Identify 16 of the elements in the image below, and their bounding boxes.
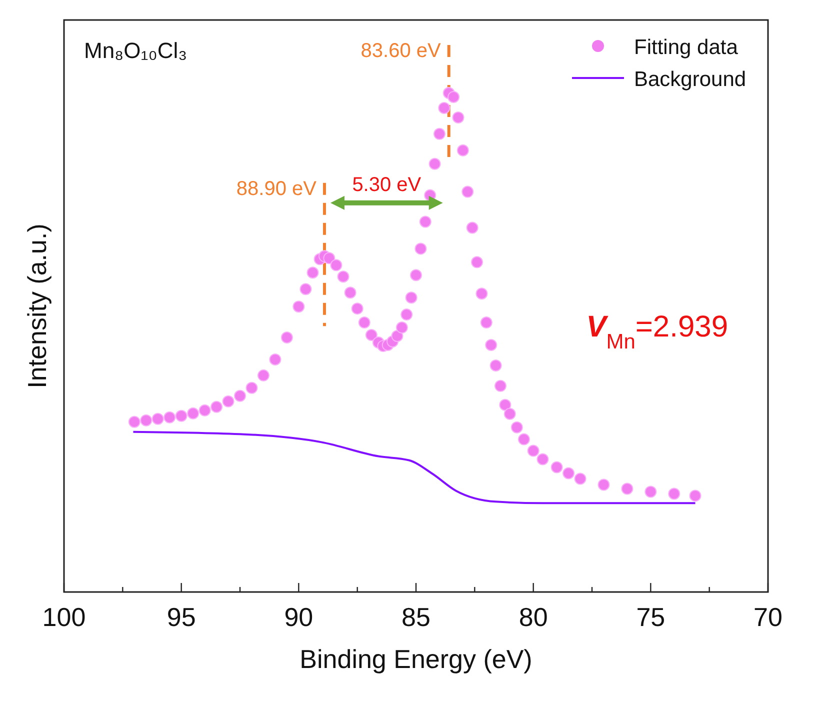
legend-label: Background	[634, 68, 746, 91]
ref-line-label: 88.90 eV	[236, 178, 318, 200]
annotation: V$_{Mn}$=2.939	[586, 310, 728, 353]
x-axis-title: Binding Energy (eV)	[300, 644, 532, 674]
annotation: 5.30 eV	[352, 174, 422, 196]
x-tick-label: 80	[518, 602, 548, 632]
ref-line-label: 83.60 eV	[360, 40, 442, 62]
chart-title: Mn₈O₁₀Cl₃	[84, 38, 188, 63]
x-tick-label: 70	[754, 602, 782, 632]
x-tick-label: 85	[402, 602, 430, 632]
x-tick-label: 75	[636, 602, 666, 632]
y-axis-title: Intensity (a.u.)	[22, 224, 52, 388]
x-tick-label: 90	[284, 602, 314, 632]
x-tick-label: 95	[166, 602, 196, 632]
legend-label: Fitting data	[634, 36, 738, 59]
x-tick-label: 100	[42, 602, 86, 632]
